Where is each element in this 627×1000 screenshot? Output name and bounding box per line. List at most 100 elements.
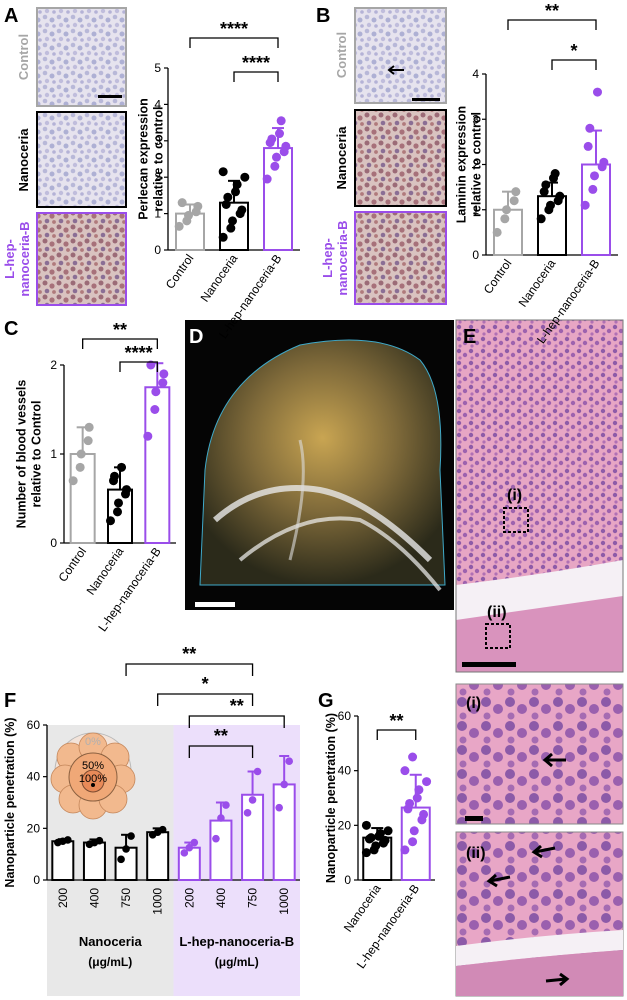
point-C-0-2 — [76, 449, 86, 459]
point-B-2-4 — [599, 157, 609, 167]
point-C-2-2 — [151, 387, 161, 397]
sig-bracket-F-1 — [157, 693, 254, 706]
point-A-1-1 — [226, 223, 236, 233]
chart-b: 0 1 2 3 4 Laminin expression relative to contr… — [455, 1, 618, 346]
point-B-2-7 — [593, 87, 602, 97]
point-B-2-6 — [585, 123, 595, 133]
point-C-2-3 — [158, 378, 168, 388]
point-G-1-6 — [405, 798, 415, 808]
micrograph-a-control — [36, 7, 127, 107]
scale-bar-inset-i — [465, 816, 483, 821]
y-tick-label-G-3: 60 — [338, 709, 352, 723]
point-G-0-6 — [366, 833, 376, 843]
he-inset-i — [455, 683, 624, 825]
sig-bracket-B-0 — [507, 19, 597, 30]
point-A-0-2 — [184, 210, 193, 220]
point-G-0-8 — [375, 829, 385, 839]
sig-bracket-C-1 — [119, 361, 158, 372]
point-A-1-4 — [237, 205, 247, 215]
bar-C-1 — [107, 488, 133, 545]
panel-label-d: D — [189, 326, 203, 348]
he-section-e — [455, 319, 624, 673]
point-B-1-2 — [546, 200, 555, 210]
point-B-1-5 — [539, 187, 549, 197]
point-F-4-1 — [185, 843, 194, 852]
x-tick-label-F-6: 750 — [246, 888, 260, 908]
sig-label-F-1: * — [202, 674, 209, 694]
arrow-b — [387, 65, 404, 75]
sig-label-F-0: ** — [182, 644, 196, 664]
point-B-2-0 — [580, 200, 590, 210]
inset-sphere-core — [81, 769, 105, 793]
x-tick-label-B-0: Control — [481, 257, 515, 297]
point-C-2-5 — [146, 360, 156, 370]
point-B-2-5 — [583, 141, 593, 151]
point-A-0-4 — [193, 201, 203, 211]
sig-bracket-G-0 — [376, 729, 417, 740]
point-F-4-0 — [180, 849, 189, 857]
bar-F-7 — [272, 783, 296, 882]
panel-label-f: F — [4, 690, 16, 712]
y-tick-label-C-0: 0 — [50, 536, 57, 550]
sig-bracket-F-3 — [188, 745, 254, 758]
point-B-1-8 — [550, 169, 560, 179]
sig-bracket-A-0 — [189, 37, 279, 48]
point-A-1-5 — [221, 200, 231, 209]
bar-F-5 — [209, 819, 233, 881]
row-label-b-control: Control — [334, 32, 349, 78]
y-tick-label-B-2: 2 — [472, 158, 479, 172]
point-G-1-0 — [400, 845, 410, 855]
micrograph-b-lhep — [354, 211, 447, 305]
inset-label-e-ii: (ii) — [487, 604, 507, 621]
point-F-1-2 — [95, 836, 104, 845]
y-tick-label-G-2: 40 — [338, 764, 352, 778]
group-label-F-1: L-hep-nanoceria-B — [179, 934, 294, 949]
point-A-1-6 — [223, 192, 233, 202]
x-tick-label-A-1: Nanoceria — [198, 251, 241, 304]
inset-label-e-i: (i) — [507, 487, 522, 504]
point-B-2-2 — [590, 171, 599, 181]
x-tick-label-B-1: Nanoceria — [516, 256, 559, 309]
point-G-0-2 — [371, 841, 381, 851]
sig-label-G-0: ** — [389, 711, 403, 731]
y-tick-label-A-5: 5 — [154, 61, 161, 75]
point-G-1-2 — [409, 826, 419, 836]
y-tick-label-B-0: 0 — [472, 248, 479, 262]
micrograph-a-lhep — [36, 212, 127, 306]
point-G-0-10 — [361, 820, 371, 830]
point-B-0-0 — [492, 227, 502, 237]
point-F-4-2 — [190, 838, 199, 847]
point-B-2-1 — [588, 184, 598, 194]
x-tick-label-A-0: Control — [163, 252, 197, 292]
point-G-1-4 — [419, 809, 429, 819]
point-A-1-8 — [232, 179, 242, 189]
bar-F-0 — [51, 840, 75, 881]
group-units-F-1: (μg/mL) — [215, 955, 259, 969]
y-axis-label-C-0: Number of blood vessels — [15, 380, 29, 529]
volume-render-d — [185, 320, 454, 610]
point-C-1-6 — [110, 471, 119, 481]
point-B-1-6 — [541, 180, 551, 190]
point-G-1-8 — [414, 785, 424, 795]
point-F-6-1 — [248, 796, 257, 804]
point-A-2-2 — [272, 152, 281, 162]
point-F-6-0 — [243, 809, 252, 817]
panel-label-b: B — [316, 5, 330, 27]
x-tick-label-G-0: Nanoceria — [341, 881, 384, 934]
x-tick-label-F-2: 750 — [119, 888, 133, 908]
point-C-2-4 — [159, 369, 169, 379]
y-axis-label-F: Nanoparticle penetration (%) — [3, 717, 17, 887]
point-C-1-4 — [122, 485, 131, 495]
chart-a: 0 1 2 3 4 5 Perlecan expression relative to con… — [137, 19, 300, 341]
point-F-0-2 — [64, 836, 72, 844]
scale-bar-d — [195, 602, 235, 607]
y-tick-label-B-1: 1 — [472, 203, 479, 217]
point-G-0-0 — [361, 848, 371, 858]
sig-bracket-A-1 — [233, 71, 279, 82]
y-tick-label-B-3: 3 — [472, 112, 479, 126]
point-C-2-1 — [150, 405, 160, 414]
y-axis-label-A-0: Perlecan expression — [137, 98, 151, 220]
row-label-a-lhep-1: L-hep- — [2, 239, 17, 279]
point-B-0-2 — [502, 205, 511, 215]
